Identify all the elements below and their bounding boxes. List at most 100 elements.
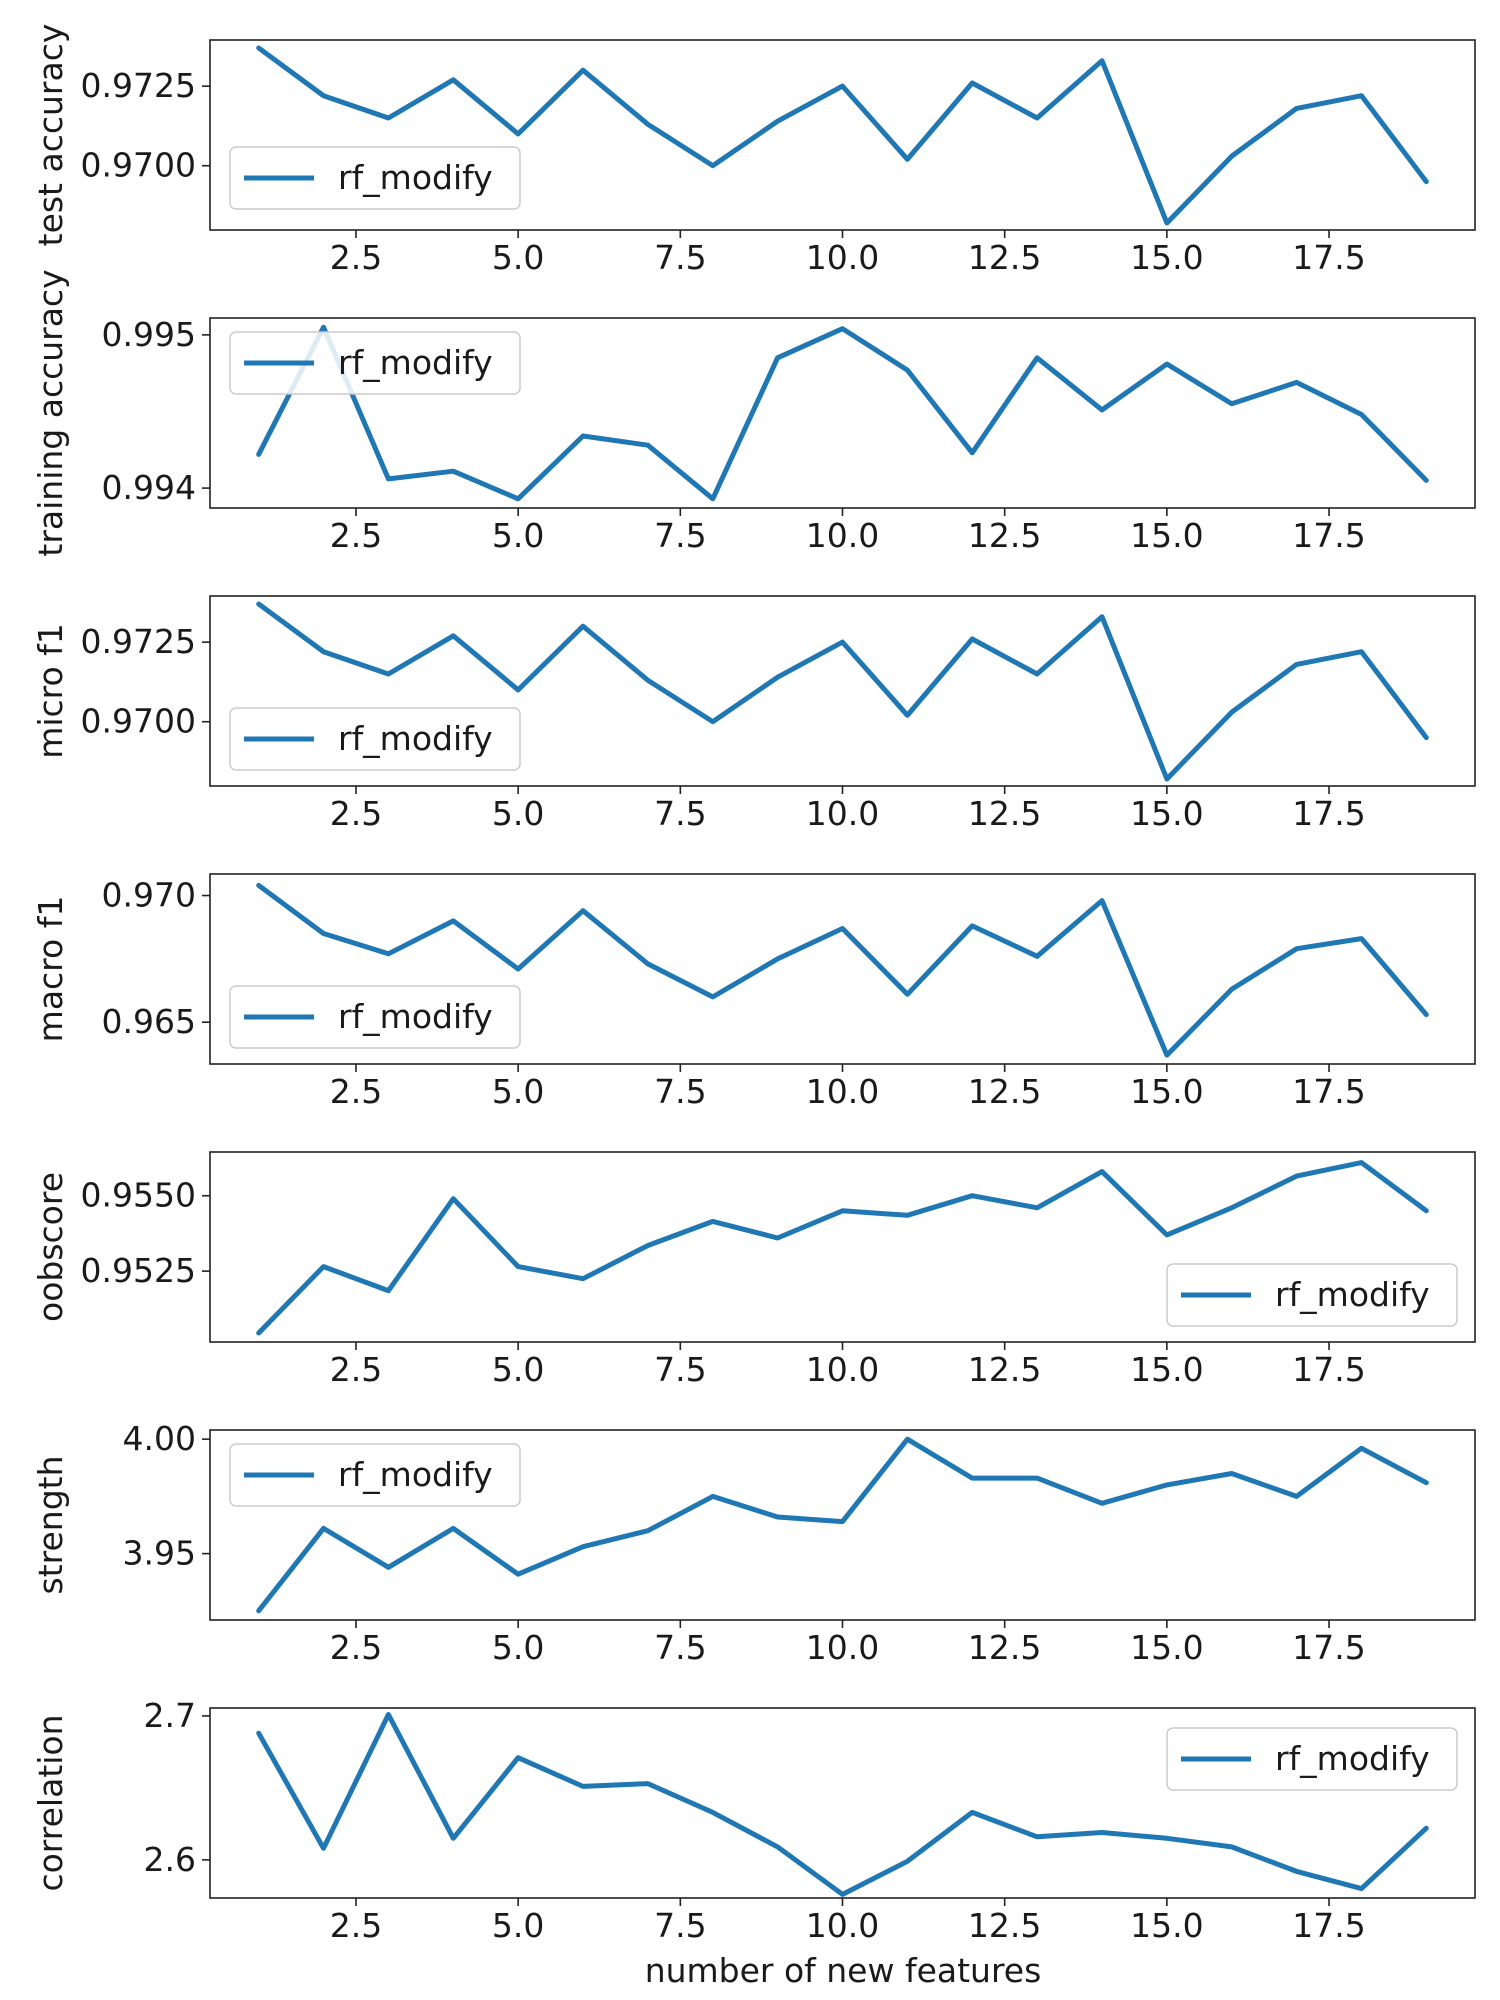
x-tick-label: 10.0 (806, 516, 879, 555)
x-tick-label: 15.0 (1130, 516, 1203, 555)
y-tick-label: 0.994 (102, 468, 196, 507)
y-axis-label: oobscore (31, 1172, 70, 1322)
x-tick-label: 5.0 (492, 238, 544, 277)
legend-box (229, 985, 521, 1049)
x-tick-label: 7.5 (654, 516, 706, 555)
subplot-7: 2.5 5.0 7.5 10.0 12.5 15.0 17.5 2.6 2.7 correlati… (31, 1696, 1476, 1945)
legend-label: rf_modify (338, 343, 493, 382)
legend: rf_modify (229, 707, 521, 771)
x-tick-label: 5.0 (492, 1350, 544, 1389)
subplot-4: 2.5 5.0 7.5 10.0 12.5 15.0 17.5 0.965 0.970 macro… (31, 873, 1476, 1111)
legend: rf_modify (229, 1443, 521, 1507)
series-line-rf-modify (256, 1160, 1429, 1336)
x-tick-label: 17.5 (1292, 516, 1365, 555)
legend-label: rf_modify (338, 997, 493, 1036)
x-tick-label: 15.0 (1130, 1072, 1203, 1111)
y-tick-label: 0.9700 (81, 702, 196, 741)
x-tick-label: 17.5 (1292, 1072, 1365, 1111)
x-tick-label: 12.5 (968, 1906, 1041, 1945)
x-tick-label: 10.0 (806, 1628, 879, 1667)
legend-label: rf_modify (1275, 1739, 1430, 1778)
subplot-5: 2.5 5.0 7.5 10.0 12.5 15.0 17.5 0.9525 0.9550 oob… (31, 1151, 1476, 1389)
y-tick-label: 3.95 (123, 1534, 196, 1573)
x-tick-label: 2.5 (330, 238, 382, 277)
x-tick-label: 7.5 (654, 794, 706, 833)
x-tick-label: 12.5 (968, 516, 1041, 555)
x-tick-label: 17.5 (1292, 794, 1365, 833)
series-line-rf-modify (256, 601, 1429, 782)
x-tick-label: 5.0 (492, 516, 544, 555)
y-axis-label: strength (31, 1456, 70, 1595)
subplot-3: 2.5 5.0 7.5 10.0 12.5 15.0 17.5 0.9700 0.9725 mic… (31, 595, 1476, 833)
x-tick-label: 17.5 (1292, 238, 1365, 277)
legend-label: rf_modify (338, 719, 493, 758)
x-tick-label: 5.0 (492, 1628, 544, 1667)
x-tick-label: 17.5 (1292, 1906, 1365, 1945)
y-tick-label: 2.7 (144, 1696, 196, 1735)
x-tick-label: 7.5 (654, 1072, 706, 1111)
series-line-rf-modify (256, 882, 1429, 1058)
x-tick-label: 17.5 (1292, 1628, 1365, 1667)
y-tick-label: 0.9725 (81, 66, 196, 105)
x-tick-label: 12.5 (968, 1628, 1041, 1667)
series-line-rf-modify (256, 324, 1429, 502)
x-tick-label: 5.0 (492, 794, 544, 833)
subplot-6: 2.5 5.0 7.5 10.0 12.5 15.0 17.5 3.95 4.00 strengt… (31, 1419, 1476, 1667)
x-tick-label: 7.5 (654, 1628, 706, 1667)
x-tick-label: 12.5 (968, 238, 1041, 277)
x-tick-label: 10.0 (806, 794, 879, 833)
legend-box (229, 146, 521, 210)
x-tick-label: 17.5 (1292, 1350, 1365, 1389)
x-tick-label: 15.0 (1130, 1628, 1203, 1667)
x-axis-label: number of new features (645, 1951, 1042, 1990)
legend-label: rf_modify (338, 1455, 493, 1494)
x-tick-label: 12.5 (968, 794, 1041, 833)
x-tick-label: 15.0 (1130, 238, 1203, 277)
x-tick-label: 12.5 (968, 1350, 1041, 1389)
legend: rf_modify (229, 146, 521, 210)
legend: rf_modify (1166, 1727, 1458, 1791)
x-tick-label: 7.5 (654, 238, 706, 277)
y-tick-label: 0.970 (102, 876, 196, 915)
y-tick-label: 0.965 (102, 1002, 196, 1041)
series-line-rf-modify (256, 1436, 1429, 1614)
x-tick-label: 2.5 (330, 794, 382, 833)
legend-box (1166, 1263, 1458, 1327)
x-tick-label: 2.5 (330, 1350, 382, 1389)
y-axis-label: training accuracy (31, 269, 70, 556)
y-tick-label: 4.00 (123, 1419, 196, 1458)
y-tick-label: 0.995 (102, 315, 196, 354)
legend-label: rf_modify (338, 158, 493, 197)
legend-label: rf_modify (1275, 1275, 1430, 1314)
x-tick-label: 10.0 (806, 1906, 879, 1945)
y-tick-label: 0.9725 (81, 622, 196, 661)
x-tick-label: 2.5 (330, 1628, 382, 1667)
subplot-1: 2.5 5.0 7.5 10.0 12.5 15.0 17.5 0.9700 0.9725 tes… (31, 24, 1476, 277)
x-tick-label: 15.0 (1130, 1350, 1203, 1389)
x-tick-label: 2.5 (330, 1906, 382, 1945)
legend: rf_modify (1166, 1263, 1458, 1327)
x-tick-label: 7.5 (654, 1906, 706, 1945)
subplot-2: 2.5 5.0 7.5 10.0 12.5 15.0 17.5 0.994 0.995 train… (31, 269, 1476, 557)
series-line-rf-modify (256, 45, 1429, 226)
y-axis-label: test accuracy (31, 24, 70, 247)
legend-box (1166, 1727, 1458, 1791)
y-tick-label: 0.9700 (81, 146, 196, 185)
y-tick-label: 0.9525 (81, 1251, 196, 1290)
x-tick-label: 15.0 (1130, 794, 1203, 833)
x-tick-label: 10.0 (806, 238, 879, 277)
legend-box (229, 331, 521, 395)
x-tick-label: 2.5 (330, 516, 382, 555)
series-line-rf-modify (256, 1712, 1429, 1897)
x-tick-label: 5.0 (492, 1906, 544, 1945)
y-axis-label: micro f1 (31, 623, 70, 759)
y-tick-label: 0.9550 (81, 1176, 196, 1215)
x-tick-label: 2.5 (330, 1072, 382, 1111)
x-tick-label: 10.0 (806, 1072, 879, 1111)
y-tick-label: 2.6 (144, 1840, 196, 1879)
legend-box (229, 1443, 521, 1507)
x-tick-label: 5.0 (492, 1072, 544, 1111)
x-tick-label: 10.0 (806, 1350, 879, 1389)
legend: rf_modify (229, 331, 521, 395)
